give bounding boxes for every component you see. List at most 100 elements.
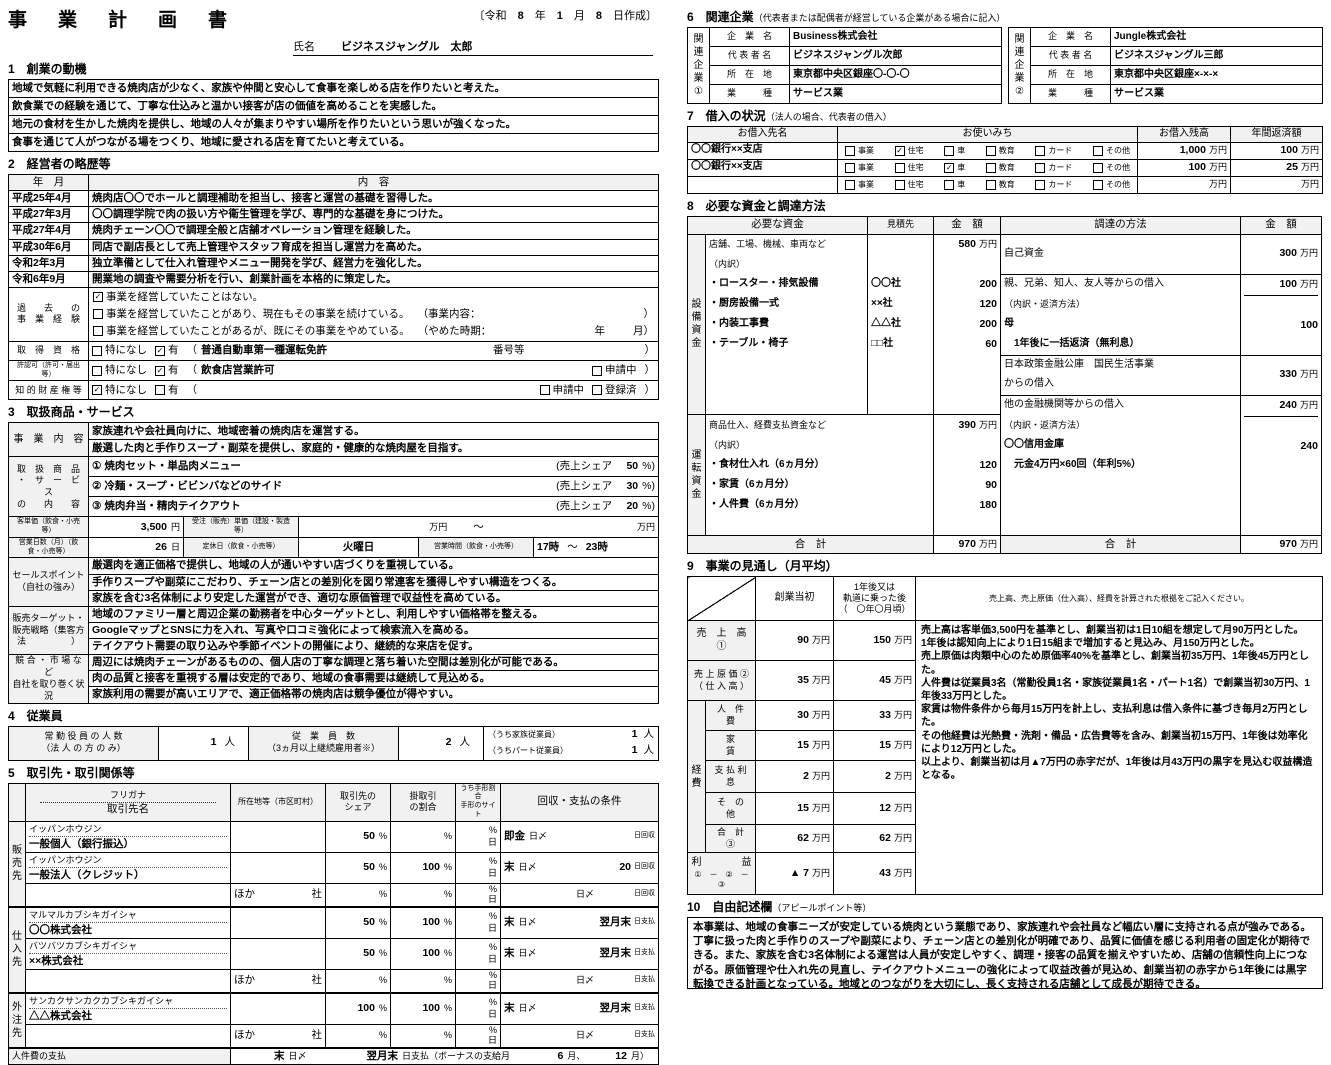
- amount-value: 30: [797, 709, 809, 722]
- balance-cell: 万円: [1138, 176, 1231, 193]
- working-total: 390: [958, 419, 976, 432]
- paren-open: （: [187, 364, 198, 377]
- partner-credit: 100%: [391, 852, 456, 883]
- product-no: ①: [92, 460, 101, 473]
- man-yen-unit: 万円: [1300, 279, 1318, 290]
- equipment-item: ・テーブル・椅子: [709, 335, 864, 355]
- partner-name-cell: イッパンホウジン一般個人（銀行振込）: [26, 821, 231, 852]
- partner-name-cell: [26, 883, 231, 907]
- terms-day: 翌月末: [600, 947, 632, 960]
- section-6-note: （代表者または配偶者が経営している企業がある場合に記入）: [754, 13, 1006, 23]
- equipment-amount: 200: [937, 275, 997, 295]
- checkbox-permit-has: ✓: [155, 366, 165, 376]
- funds-total-label: 合 計: [688, 535, 934, 553]
- day-sign: 日: [459, 837, 497, 849]
- repayment-cell: 万円: [1231, 176, 1323, 193]
- breakdown-repayment-label: （内訳・返済方法）: [1004, 295, 1237, 315]
- lender-name: 〇〇銀行××支店: [688, 142, 838, 159]
- share-close: %): [642, 460, 655, 473]
- usage-label: 教育: [999, 163, 1015, 173]
- partner-share: 100%: [326, 993, 391, 1025]
- partner-row: 仕 入 先 マルマルカブシキガイシャ〇〇株式会社 50% 100% %日 末日〆…: [9, 907, 659, 939]
- percent-sign: %: [444, 831, 452, 842]
- past-experience-table: 過 去 の 事 業 経 験 ✓事業を経営していたことはない。 事業を経営していた…: [8, 287, 659, 401]
- section-7-note: （法人の場合、代表者の借入）: [766, 112, 892, 122]
- partners-header-corner: [9, 783, 26, 821]
- day-unit: 日: [171, 542, 180, 553]
- partner-credit: %: [391, 821, 456, 852]
- created-date: 〔令和 8 年 1 月 8 日作成〕: [474, 5, 657, 23]
- products-label: 取 扱 商 品 ・ サ ー ビ ス の 内 容: [9, 457, 89, 517]
- career-table: 年 月内 容 平成25年4月焼肉店〇〇でホールと調理補助を担当し、接客と運営の基…: [8, 174, 659, 288]
- address-value: 東京都中央区銀座×-×-×: [1111, 66, 1323, 85]
- other-loan-label: 他の金融機関等からの借入: [1004, 396, 1237, 416]
- past-option-row: 事業を経営していたことがあり、現在もその事業を続けている。（事業内容：）: [93, 306, 654, 323]
- partner-bill: %日: [456, 907, 501, 939]
- interest-label: 支 払 利 息: [706, 761, 756, 793]
- man-yen-unit: 万円: [812, 740, 830, 751]
- ip-applying-label: 申請中: [553, 384, 585, 397]
- yen-unit: 円: [171, 522, 180, 533]
- motivation-table: 地域で気軽に利用できる焼肉店が少なく、家族や仲間と安心して食事を楽しめる店を作り…: [8, 79, 659, 152]
- basis-header: 売上高、売上原価（仕入高）、経費を計算された根拠をご記入ください。: [916, 577, 1323, 621]
- ip-registered-label: 登録済: [605, 384, 637, 397]
- qualification-value: 特になし✓有（普通自動車第一種運転免許番号等）: [89, 341, 659, 360]
- usage-label: 教育: [999, 180, 1015, 190]
- partner-name-cell: マルマルカブシキガイシャ〇〇株式会社: [26, 907, 231, 939]
- document-header: 事 業 計 画 書 〔令和 8 年 1 月 8 日作成〕: [8, 5, 659, 32]
- jfc-line-2: からの借入: [1004, 375, 1237, 394]
- partner-bill: %日: [456, 938, 501, 969]
- partner-address: [231, 907, 326, 939]
- forecast-corner-cell: [688, 577, 756, 621]
- pay-label: 日支払: [634, 1031, 655, 1040]
- man-yen-unit: 万円: [894, 868, 912, 879]
- closing-day-label: 日〆: [576, 975, 594, 986]
- industry-value: サービス業: [790, 85, 1002, 104]
- partners-table: フリガナ取引先名 所在地等（市区町村） 取引先の シェア 掛取引 の割合 うち手…: [8, 783, 659, 1065]
- bonus-month-1: 6: [557, 1050, 563, 1063]
- profit-formula: ① － ② － ③: [691, 870, 752, 890]
- man-yen-unit: 万円: [429, 522, 447, 533]
- sha-label: 社: [312, 1029, 323, 1042]
- motivation-line: 食事を通じて人がつながる場をつくり、地域に愛される店を育てたいと考えている。: [9, 134, 659, 152]
- partner-terms: 即金日〆日回収: [501, 821, 659, 852]
- name-header: 取引先名: [40, 803, 216, 816]
- rent-label: 家 賃: [706, 731, 756, 761]
- profit-label: 利 益: [691, 857, 752, 870]
- required-funds-table: 必要な資金見積先金 額 設 備 資 金 店舗、工場、機械、車両など （内訳） ・…: [687, 216, 1001, 555]
- lender-name: 〇〇銀行××支店: [688, 159, 838, 176]
- forecast-table: 創業当初 1年後又は 軌道に乗った後 （ 〇年〇月頃） 売上高、売上原価（仕入高…: [687, 576, 1323, 895]
- partner-name-cell: [26, 1024, 231, 1048]
- working-amount: 180: [937, 495, 997, 515]
- closing-day-label: 日〆: [519, 948, 537, 959]
- share-value: 100: [357, 1002, 375, 1015]
- pay-label: 日支払: [634, 918, 655, 927]
- lender-header: お借入先名: [688, 127, 838, 143]
- usage-label: その他: [1106, 163, 1130, 173]
- sales-label: 売 上 高 ①: [688, 621, 756, 661]
- share-value: 50: [363, 861, 375, 874]
- section-10-title: 10 自由記述欄: [687, 900, 772, 914]
- section-4-heading: 4 従業員: [8, 707, 659, 724]
- terms-type: 末: [504, 1002, 515, 1015]
- motivation-line: 地域で気軽に利用できる焼肉店が少なく、家族や仲間と安心して食事を楽しめる店を作り…: [9, 80, 659, 98]
- partner-terms: 末日〆翌月末日支払: [501, 993, 659, 1025]
- section-10-note: （アピールポイント等）: [772, 903, 871, 913]
- credit-header: 掛取引 の割合: [391, 783, 456, 821]
- competition-line: 周辺には焼肉チェーンがあるものの、個人店の丁寧な調理と落ち着いた空間は差別化が可…: [89, 655, 659, 671]
- collect-label: 日回収: [634, 832, 655, 841]
- checkbox-education: [986, 163, 996, 173]
- business-days-label: 営業日数（月）（飲食・小売等）: [9, 537, 89, 558]
- cogs-label: 売 上 原 価 ② （ 仕 入 高 ）: [688, 661, 756, 701]
- usage-label: 住宅: [908, 163, 924, 173]
- family-loan-detail: 親、兄弟、知人、友人等からの借入 （内訳・返済方法） 母 1年後に一括返済（無利…: [1001, 274, 1241, 355]
- closing-day-label: 日〆: [529, 831, 547, 842]
- share-value: 50: [616, 460, 638, 473]
- amount-value: 33: [879, 709, 891, 722]
- amount-value: 150: [873, 634, 891, 647]
